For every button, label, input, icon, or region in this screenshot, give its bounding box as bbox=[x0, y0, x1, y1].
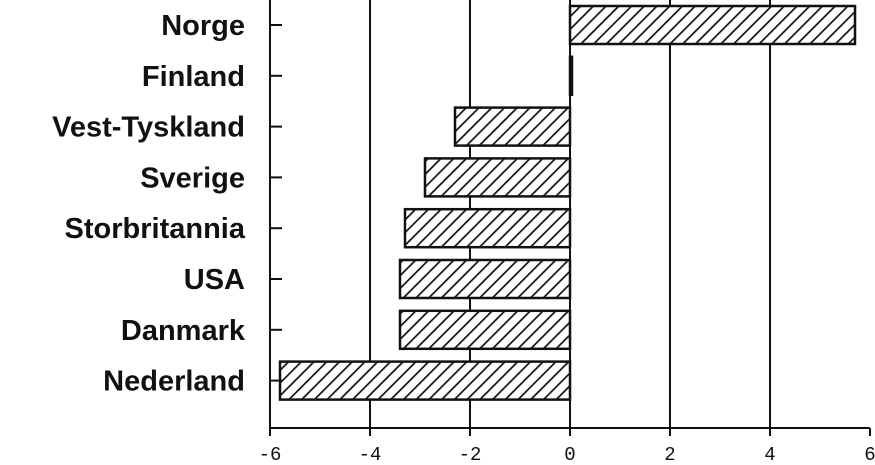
x-tick-label-6: 6 bbox=[864, 444, 875, 465]
category-label-5: USA bbox=[184, 264, 245, 296]
x-tick-label-3: 0 bbox=[564, 444, 575, 465]
bar-4 bbox=[403, 207, 572, 249]
x-tick-label-5: 4 bbox=[764, 444, 775, 465]
category-label-4: Storbritannia bbox=[65, 213, 246, 245]
x-tick-label-1: -4 bbox=[359, 444, 382, 465]
bar-2 bbox=[453, 106, 572, 147]
bar-5 bbox=[398, 258, 572, 300]
bar-0 bbox=[568, 4, 857, 46]
category-label-7: Nederland bbox=[103, 366, 245, 398]
category-label-6: Danmark bbox=[121, 315, 246, 347]
x-tick-label-2: -2 bbox=[459, 444, 482, 465]
category-label-1: Finland bbox=[142, 61, 245, 93]
bar-7 bbox=[278, 360, 572, 401]
x-tick-label-4: 2 bbox=[664, 444, 675, 465]
bar-1 bbox=[568, 55, 574, 97]
category-label-3: Sverige bbox=[140, 162, 245, 194]
x-tick-label-0: -6 bbox=[259, 444, 282, 465]
bar-6 bbox=[398, 309, 572, 351]
category-label-0: Norge bbox=[161, 10, 245, 42]
category-label-2: Vest-Tyskland bbox=[52, 112, 245, 144]
bar-3 bbox=[423, 157, 572, 198]
